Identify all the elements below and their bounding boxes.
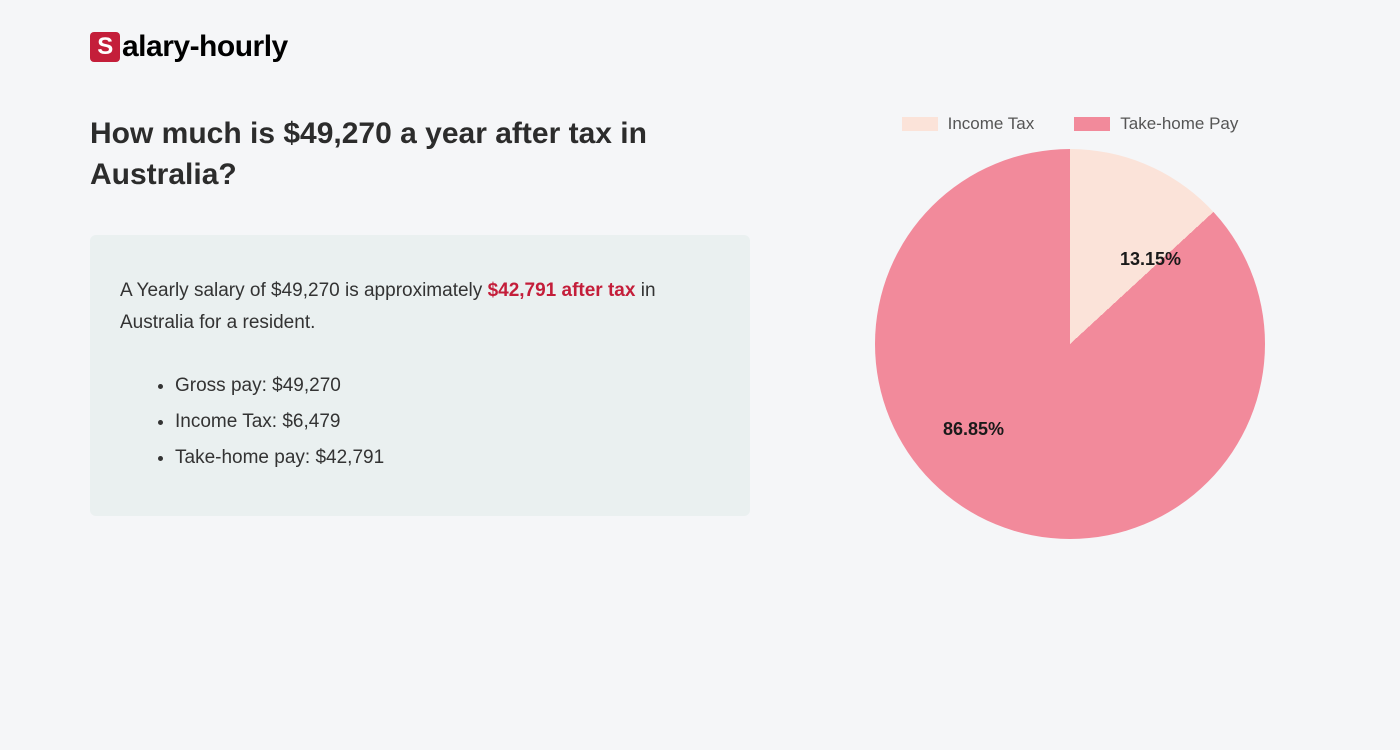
legend-label: Income Tax xyxy=(948,114,1035,134)
text-column: How much is $49,270 a year after tax in … xyxy=(90,114,750,539)
pie-chart: 13.15% 86.85% xyxy=(875,149,1265,539)
pie-circle xyxy=(875,149,1265,539)
summary-prefix: A Yearly salary of $49,270 is approximat… xyxy=(120,280,488,301)
pie-slice-label: 13.15% xyxy=(1120,249,1181,270)
legend-item-take-home: Take-home Pay xyxy=(1074,114,1238,134)
list-item: Gross pay: $49,270 xyxy=(175,368,720,404)
chart-column: Income Tax Take-home Pay 13.15% 86.85% xyxy=(830,114,1310,539)
breakdown-list: Gross pay: $49,270 Income Tax: $6,479 Ta… xyxy=(120,368,720,476)
page-title: How much is $49,270 a year after tax in … xyxy=(90,114,750,195)
list-item: Income Tax: $6,479 xyxy=(175,404,720,440)
site-logo: Salary-hourly xyxy=(90,30,1310,64)
logo-text: alary-hourly xyxy=(122,30,288,64)
legend-swatch xyxy=(1074,117,1110,131)
pie-slice-label: 86.85% xyxy=(943,419,1004,440)
summary-highlight: $42,791 after tax xyxy=(488,280,636,301)
logo-badge: S xyxy=(90,32,120,62)
chart-legend: Income Tax Take-home Pay xyxy=(830,114,1310,134)
legend-swatch xyxy=(902,117,938,131)
summary-box: A Yearly salary of $49,270 is approximat… xyxy=(90,235,750,516)
legend-item-income-tax: Income Tax xyxy=(902,114,1035,134)
list-item: Take-home pay: $42,791 xyxy=(175,440,720,476)
summary-sentence: A Yearly salary of $49,270 is approximat… xyxy=(120,275,720,340)
legend-label: Take-home Pay xyxy=(1120,114,1238,134)
